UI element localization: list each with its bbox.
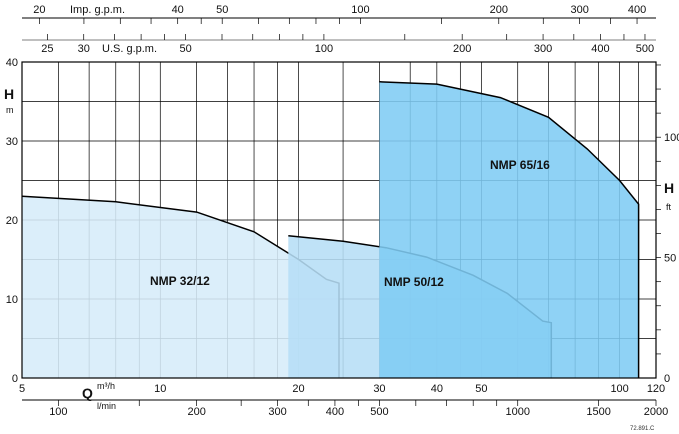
left-tick-label: 40 bbox=[6, 57, 18, 69]
top-us-tick-label: 500 bbox=[636, 43, 654, 55]
bottom-unit-lmin: l/min bbox=[97, 401, 116, 411]
top-us-scale: 25 30 50 100 200 300 400 500 bbox=[41, 34, 654, 55]
series-label-nmp-32-12: NMP 32/12 bbox=[150, 274, 210, 288]
bottom-lmin-tick-label: 500 bbox=[370, 406, 388, 418]
bottom-unit-m3h: m³/h bbox=[97, 381, 115, 391]
top-imp-scale: 20 40 50 100 200 300 400 bbox=[33, 4, 646, 24]
top-imp-tick-label: 300 bbox=[570, 4, 588, 16]
series-label-nmp-65-16: NMP 65/16 bbox=[490, 158, 550, 172]
bottom-axis-title: Q bbox=[82, 385, 93, 401]
right-axis-title: H bbox=[664, 180, 674, 196]
left-tick-label: 0 bbox=[12, 373, 18, 385]
top-imp-tick-label: 100 bbox=[351, 4, 369, 16]
top-us-label: U.S. g.p.m. bbox=[102, 43, 157, 55]
bottom-m3h-tick-label: 30 bbox=[373, 383, 385, 395]
bottom-lmin-tick-label: 200 bbox=[187, 406, 205, 418]
right-tick-label: 100 bbox=[664, 132, 679, 144]
bottom-m3h-scale: 5 10 20 30 40 50 100 120 bbox=[19, 383, 665, 395]
top-us-tick-label: 400 bbox=[591, 43, 609, 55]
plot-frame bbox=[21, 61, 657, 379]
bottom-lmin-scale: 100 200 300 400 500 1000 1500 2000 bbox=[49, 400, 668, 418]
bottom-lmin-tick-label: 1000 bbox=[505, 406, 529, 418]
series-area-2 bbox=[379, 81, 639, 379]
right-axis-ticks: 0 50 100 bbox=[656, 64, 679, 385]
bottom-lmin-tick-label: 1500 bbox=[586, 406, 610, 418]
bottom-m3h-tick-label: 20 bbox=[292, 383, 304, 395]
top-imp-label: Imp. g.p.m. bbox=[70, 4, 125, 16]
bottom-m3h-tick-label: 50 bbox=[475, 383, 487, 395]
left-axis-title: H bbox=[4, 86, 14, 102]
bottom-m3h-tick-label: 10 bbox=[154, 383, 166, 395]
left-tick-label: 30 bbox=[6, 136, 18, 148]
top-us-tick-label: 200 bbox=[453, 43, 471, 55]
top-imp-tick-label: 50 bbox=[216, 4, 228, 16]
top-imp-tick-label: 20 bbox=[33, 4, 45, 16]
left-axis-unit: m bbox=[6, 105, 14, 115]
bottom-lmin-tick-label: 400 bbox=[326, 406, 344, 418]
pump-areas bbox=[21, 81, 640, 379]
footnote-code: 72.891.C bbox=[630, 426, 655, 432]
top-imp-tick-label: 200 bbox=[490, 4, 508, 16]
bottom-lmin-tick-label: 100 bbox=[49, 406, 67, 418]
top-us-tick-label: 100 bbox=[315, 43, 333, 55]
top-us-tick-label: 50 bbox=[180, 43, 192, 55]
series-area-0 bbox=[22, 196, 339, 378]
right-axis-unit: ft bbox=[666, 202, 672, 212]
bottom-lmin-tick-label: 300 bbox=[268, 406, 286, 418]
top-us-tick-label: 300 bbox=[534, 43, 552, 55]
series-curve-2 bbox=[379, 81, 640, 378]
top-us-tick-label: 30 bbox=[78, 43, 90, 55]
right-tick-label: 50 bbox=[664, 253, 676, 265]
left-axis-ticks: 0 10 20 30 40 bbox=[6, 57, 18, 385]
left-tick-label: 10 bbox=[6, 294, 18, 306]
bottom-m3h-tick-label: 5 bbox=[19, 383, 25, 395]
bottom-m3h-tick-label: 40 bbox=[431, 383, 443, 395]
bottom-lmin-tick-label: 2000 bbox=[644, 406, 668, 418]
top-imp-tick-label: 40 bbox=[172, 4, 184, 16]
top-us-tick-label: 25 bbox=[41, 43, 53, 55]
left-tick-label: 20 bbox=[6, 215, 18, 227]
right-tick-label: 0 bbox=[664, 373, 670, 385]
bottom-m3h-tick-label: 100 bbox=[610, 383, 628, 395]
bottom-m3h-tick-label: 120 bbox=[647, 383, 665, 395]
series-label-nmp-50-12: NMP 50/12 bbox=[384, 275, 444, 289]
top-imp-tick-label: 400 bbox=[628, 4, 646, 16]
